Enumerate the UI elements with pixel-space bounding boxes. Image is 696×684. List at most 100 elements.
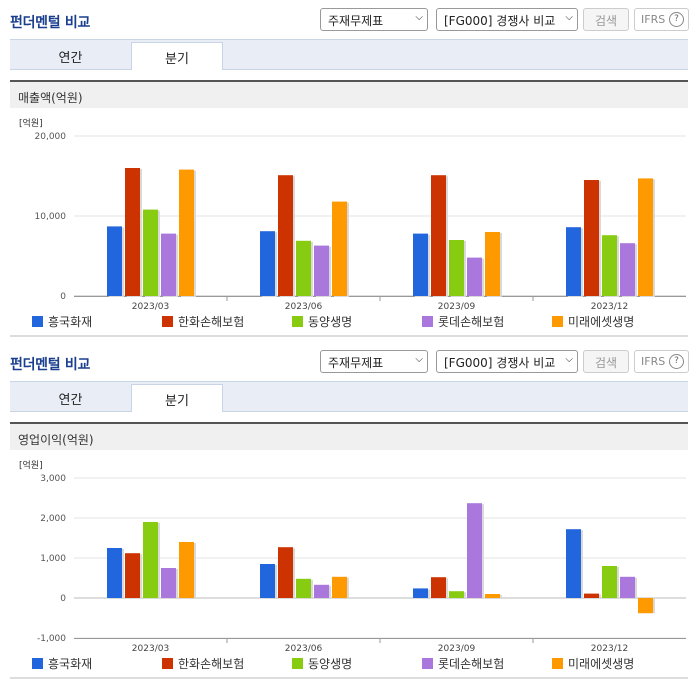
panel-title: 펀더멘털 비교 [10,15,91,31]
bar [125,553,140,598]
search-button[interactable]: 검색 [583,350,629,373]
x-tick-label: 2023/03 [132,302,169,312]
bar [161,568,176,598]
legend-item[interactable]: 미래에셋생명 [552,655,634,672]
bar [638,178,653,296]
y-tick-label: 10,000 [35,212,67,222]
metric-title: 영업이익(억원) [10,422,688,450]
legend-item[interactable]: 롯데손해보험 [422,313,504,330]
statement-type-select[interactable]: 주재무제표 ⌵ [320,8,428,31]
legend-label: 한화손해보험 [178,657,245,671]
peer-compare-select[interactable]: [FG000] 경쟁사 비교 ⌵ [436,350,578,373]
help-icon[interactable]: ? [669,354,684,369]
divider [10,335,688,337]
bar [620,576,635,598]
legend-label: 동양생명 [308,315,353,329]
bar [449,240,464,296]
legend-label: 동양생명 [308,657,353,671]
bar [143,209,158,296]
bar [107,548,122,598]
bar [620,243,635,296]
legend-label: 흥국화재 [48,657,93,671]
bar [260,231,275,296]
bar [143,522,158,598]
y-tick-label: -1,000 [37,634,66,644]
legend-item[interactable]: 동양생명 [292,313,352,330]
bar [332,201,347,296]
bar [179,542,194,598]
panel-header: 펀더멘털 비교 주재무제표 ⌵ [FG000] 경쟁사 비교 ⌵ 검색 IFRS… [0,342,696,378]
bar [584,593,599,598]
x-tick-label: 2023/12 [591,644,628,654]
legend-swatch [422,658,433,669]
x-tick-label: 2023/06 [285,644,323,654]
chevron-down-icon: ⌵ [565,354,573,365]
legend-item[interactable]: 미래에셋생명 [552,313,634,330]
legend-item[interactable]: 한화손해보험 [162,313,244,330]
legend-swatch [32,316,43,327]
tab-annual[interactable]: 연간 [58,393,83,408]
panel-title: 펀더멘털 비교 [10,357,91,373]
bar [107,226,122,296]
search-button[interactable]: 검색 [583,8,629,31]
revenue-panel: 펀더멘털 비교 주재무제표 ⌵ [FG000] 경쟁사 비교 ⌵ 검색 IFRS… [0,0,696,337]
tab-annual[interactable]: 연간 [58,51,83,66]
bar [566,227,581,296]
legend-item[interactable]: 한화손해보험 [162,655,244,672]
legend-swatch [162,658,173,669]
legend-label: 롯데손해보험 [438,657,505,671]
ifrs-button[interactable]: IFRS ? [634,350,689,373]
legend-swatch [162,316,173,327]
y-tick-label: 2,000 [40,514,66,524]
legend-item[interactable]: 흥국화재 [32,313,92,330]
help-icon[interactable]: ? [669,12,684,27]
legend-label: 미래에셋생명 [568,657,635,671]
bar [314,584,329,598]
revenue-bar-chart: [억원] 0 10,000 20,000 2023/03 2023/06 2023/09 20… [19,117,686,312]
bar [485,232,500,296]
bar [332,576,347,598]
bar [467,257,482,296]
x-tick-label: 2023/12 [591,302,628,312]
legend-item[interactable]: 흥국화재 [32,655,92,672]
x-tick-label: 2023/03 [132,644,169,654]
ifrs-button[interactable]: IFRS ? [634,8,689,31]
y-tick-label: 1,000 [40,554,66,564]
y-tick-label: 20,000 [35,132,67,142]
chart-legend: 흥국화재 한화손해보험 동양생명 롯데손해보험 미래에셋생명 [10,313,688,331]
legend-label: 한화손해보험 [178,315,245,329]
statement-type-select[interactable]: 주재무제표 ⌵ [320,350,428,373]
y-unit-label: [억원] [19,117,43,129]
y-unit-label: [억원] [19,459,43,471]
x-tick-label: 2023/06 [285,302,323,312]
bar [584,180,599,296]
period-tabs: 연간 분기 [10,381,688,412]
chevron-down-icon: ⌵ [565,12,573,23]
bar [161,233,176,296]
divider [10,677,688,679]
chevron-down-icon: ⌵ [415,12,423,23]
peer-compare-select[interactable]: [FG000] 경쟁사 비교 ⌵ [436,8,578,31]
tab-quarterly[interactable]: 분기 [131,42,223,70]
legend-swatch [552,658,563,669]
tab-quarterly[interactable]: 분기 [131,384,223,412]
bar [449,591,464,598]
operating-profit-bar-chart: [억원] -1,000 0 1,000 2,000 3,000 2023/03 2023/06… [19,459,686,654]
y-tick-label: 3,000 [40,474,66,484]
legend-item[interactable]: 롯데손해보험 [422,655,504,672]
legend-label: 흥국화재 [48,315,93,329]
chevron-down-icon: ⌵ [415,354,423,365]
x-tick-label: 2023/09 [438,302,476,312]
period-tabs: 연간 분기 [10,39,688,70]
legend-item[interactable]: 동양생명 [292,655,352,672]
bar [278,175,293,296]
legend-swatch [292,316,303,327]
bar [602,566,617,598]
bar [125,168,140,296]
panel-header: 펀더멘털 비교 주재무제표 ⌵ [FG000] 경쟁사 비교 ⌵ 검색 IFRS… [0,0,696,36]
bar [431,577,446,598]
chart-legend: 흥국화재 한화손해보험 동양생명 롯데손해보험 미래에셋생명 [10,655,688,673]
legend-swatch [552,316,563,327]
bar [179,169,194,296]
bar [602,235,617,296]
